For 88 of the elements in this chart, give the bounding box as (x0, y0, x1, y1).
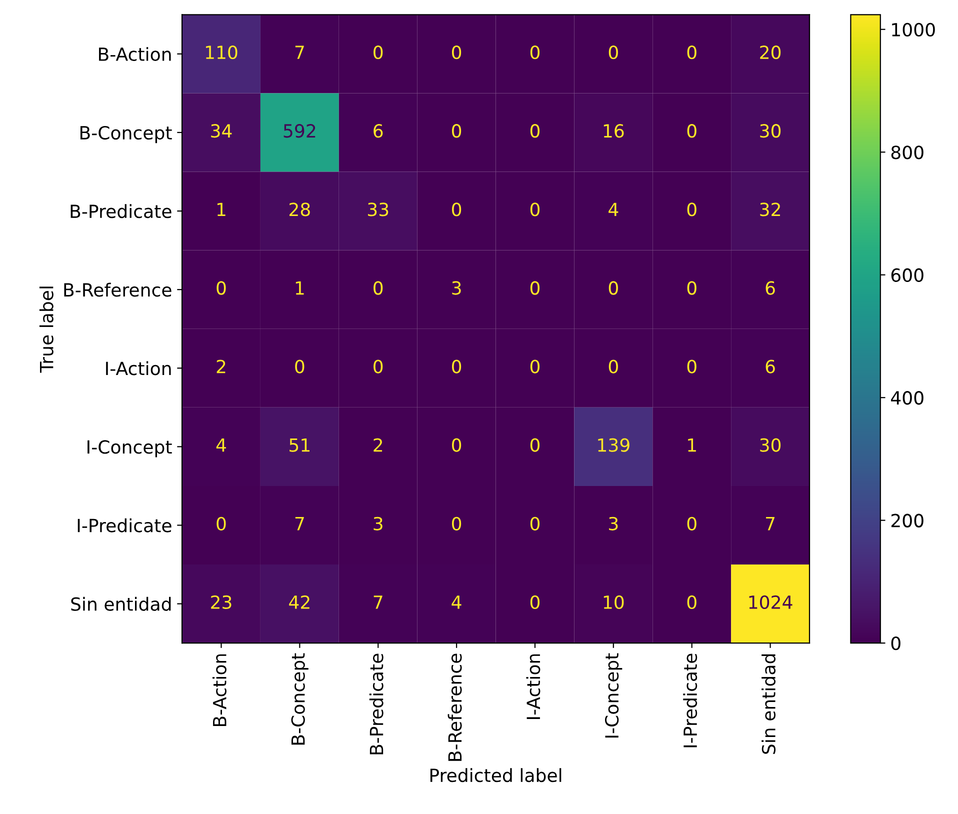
data-label: 0 (216, 281, 226, 295)
data-label: 0 (687, 46, 696, 60)
data-label: 3 (452, 281, 461, 295)
data-label: 0 (687, 202, 696, 216)
x-tick-label: B-Concept (291, 653, 308, 745)
x-tick-label: I-Concept (605, 653, 622, 738)
data-label: 28 (290, 202, 310, 216)
y-tick-label: I-Predicate (78, 518, 172, 532)
data-label: 592 (284, 124, 316, 138)
data-label: 1 (688, 438, 696, 452)
data-label: 0 (530, 281, 540, 295)
x-tick-label: I-Predicate (683, 654, 698, 748)
data-label: 0 (530, 595, 540, 610)
y-tick-label: Sin entidad (71, 596, 171, 611)
y-tick-label: I-Concept (88, 440, 172, 458)
x-tick-label: B-Reference (448, 654, 462, 761)
data-label: 51 (290, 438, 310, 452)
color-bar-label: 1000 (892, 22, 935, 36)
data-label: 0 (530, 360, 540, 374)
data-label: 0 (452, 202, 462, 216)
x-tick-label: I-Action (526, 654, 540, 719)
y-tick-label: B-Concept (80, 126, 172, 144)
data-label: 16 (604, 124, 624, 138)
color-bar-label: 800 (891, 146, 924, 160)
data-label: 0 (687, 595, 696, 610)
data-label: 110 (206, 46, 238, 60)
data-label: 0 (452, 438, 462, 452)
data-label: 23 (211, 595, 232, 610)
data-label: 42 (289, 595, 310, 609)
data-label: 0 (295, 360, 304, 374)
x-tick-label: Sin entidad (762, 654, 776, 754)
x-tick-label: B-Action (212, 654, 226, 726)
y-tick-label: I-Action (106, 361, 171, 376)
data-label: 6 (374, 124, 383, 138)
data-label: 0 (687, 124, 696, 138)
data-label: 7 (295, 46, 304, 59)
data-label: 34 (211, 124, 232, 138)
data-label: 4 (608, 202, 618, 216)
data-label: 0 (452, 516, 462, 530)
data-label: 0 (608, 46, 618, 60)
data-label: 139 (598, 438, 630, 452)
data-label: 0 (687, 516, 696, 530)
x-tick-label: B-Predicate (369, 654, 384, 754)
data-label: 0 (687, 360, 696, 374)
data-label: 0 (530, 124, 540, 138)
data-label: 2 (216, 360, 226, 374)
data-label: 6 (766, 281, 775, 295)
data-label: 7 (295, 517, 304, 530)
data-label: 30 (760, 124, 781, 138)
data-label: 0 (530, 46, 540, 60)
y-tick-label: B-Predicate (70, 204, 172, 218)
x-axis-title: Predicted label (430, 768, 562, 782)
color-bar-label: 200 (891, 514, 924, 528)
data-label: 3 (374, 516, 382, 530)
data-label: 7 (766, 517, 774, 530)
data-label: 1 (217, 202, 226, 216)
data-label: 0 (530, 438, 540, 452)
data-label: 10 (604, 595, 624, 610)
y-axis-title: True label (39, 286, 54, 373)
data-label: 4 (216, 438, 226, 452)
data-label: 0 (452, 360, 462, 374)
data-label: 3 (609, 516, 618, 530)
data-label: 0 (216, 516, 226, 530)
data-label: 1024 (749, 595, 792, 610)
data-label: 0 (374, 281, 383, 295)
data-label: 6 (766, 360, 775, 374)
data-label: 0 (608, 281, 618, 295)
data-label: 0 (374, 360, 383, 374)
data-label: 2 (374, 438, 382, 452)
data-label: 0 (530, 516, 540, 530)
data-label: 0 (374, 46, 383, 60)
y-tick-label: B-Action (99, 47, 171, 62)
data-label: 0 (452, 46, 462, 60)
color-bar-label: 0 (891, 636, 900, 650)
data-label: 0 (530, 202, 540, 216)
data-label: 4 (452, 596, 462, 609)
data-label: 0 (687, 281, 696, 295)
data-label: 33 (368, 202, 388, 216)
data-label: 20 (760, 46, 781, 60)
data-label: 30 (760, 438, 781, 452)
color-bar-label: 400 (891, 391, 924, 405)
data-label: 0 (608, 360, 618, 374)
data-label: 32 (760, 202, 780, 216)
data-label: 0 (452, 124, 462, 138)
data-label: 1 (296, 281, 304, 295)
y-tick-label: B-Reference (64, 282, 172, 297)
data-label: 7 (374, 596, 382, 609)
color-bar-label: 600 (891, 268, 924, 282)
